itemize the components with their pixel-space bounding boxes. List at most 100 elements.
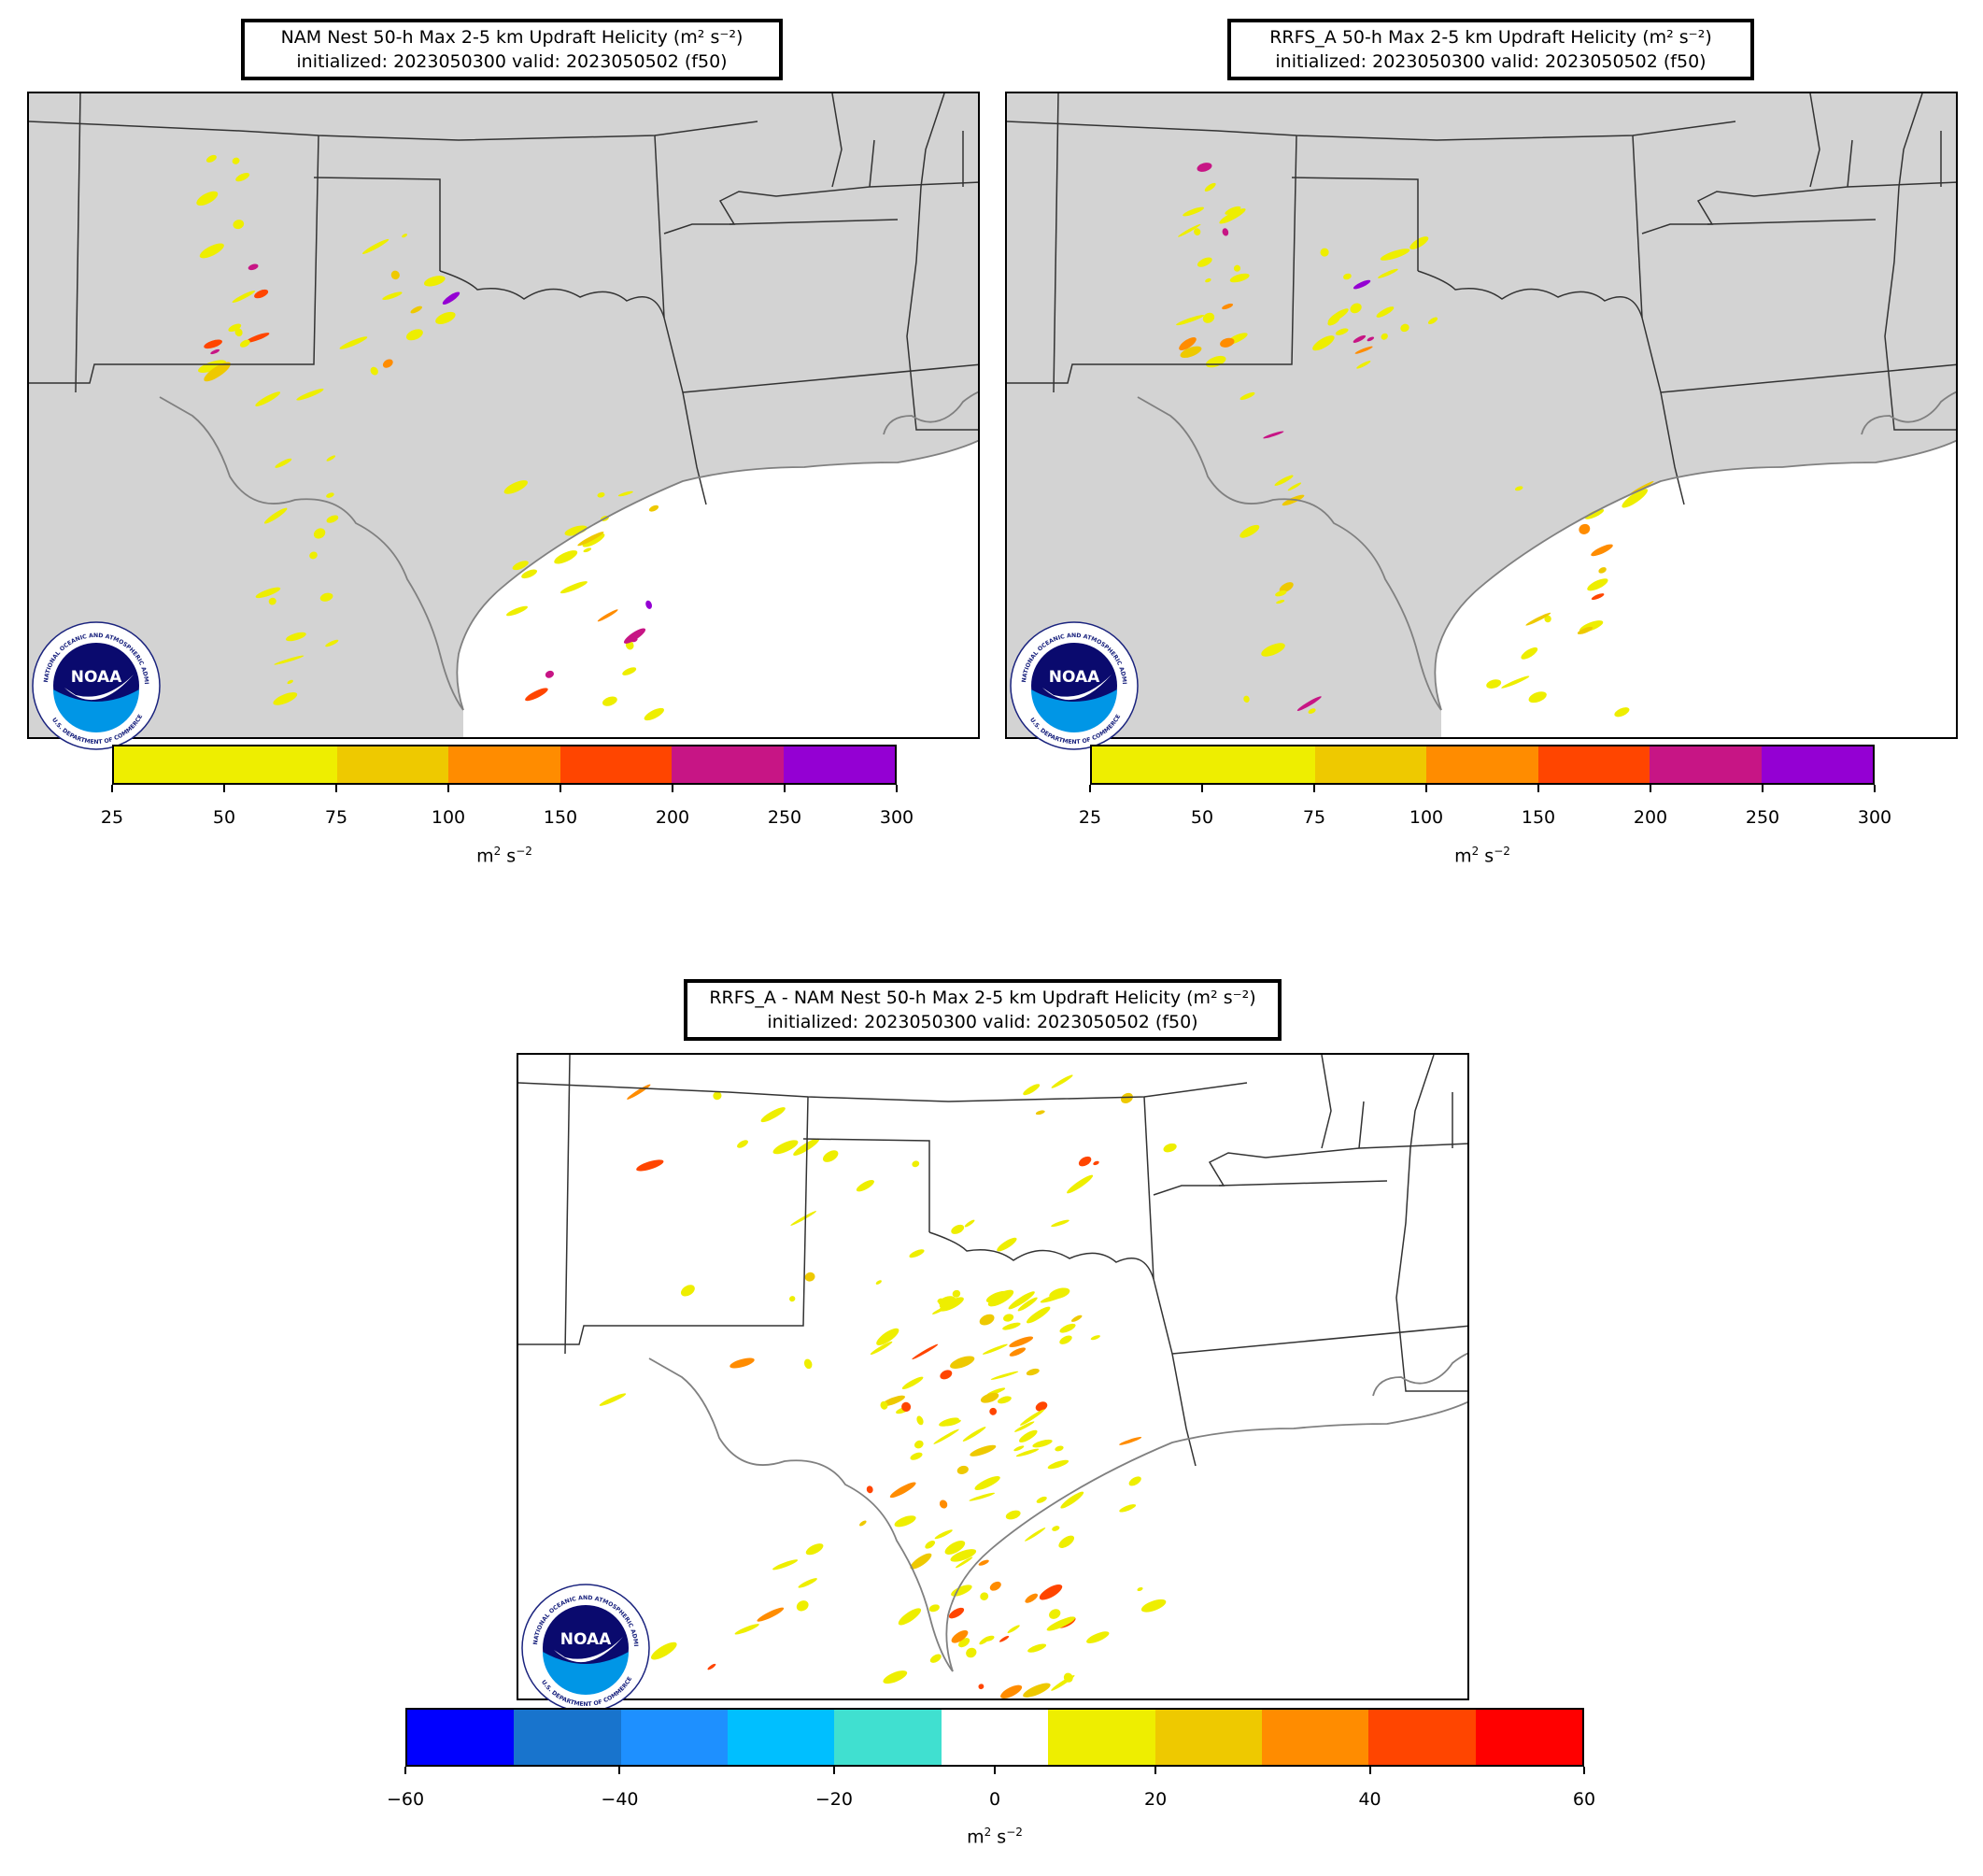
helicity-cell [948,1607,965,1619]
helicity-cell [997,1396,1012,1404]
helicity-cell [1312,335,1335,351]
helicity-cell [1007,1625,1020,1634]
state-border [1007,363,1166,384]
helicity-cell [597,609,618,622]
colorbar-diff [405,1708,1584,1767]
colorbar-tick-label: 40 [1358,1789,1381,1810]
helicity-cell [254,289,269,299]
helicity-cell [636,1159,664,1172]
helicity-cell [1528,691,1547,704]
helicity-cell [423,276,446,287]
helicity-cell [1380,249,1410,261]
map-rrfs [1005,92,1958,739]
helicity-cell [1090,1335,1100,1341]
helicity-cell [1356,361,1371,369]
colorbar-tick-mark [1368,1767,1371,1774]
state-border [1417,270,1643,319]
colorbar-segment [1761,746,1873,783]
helicity-cell [1381,333,1388,340]
helicity-cell [980,1392,999,1403]
colorbar-segment [1475,1710,1582,1765]
coastline-border [1434,439,1956,711]
helicity-cell [1005,1510,1021,1520]
helicity-cell [858,1520,867,1527]
svg-text:NOAA: NOAA [1049,668,1100,687]
state-border [1641,317,1685,505]
colorbar-units-nam: m2 s−2 [476,845,532,867]
helicity-cell [760,1107,786,1123]
helicity-cell [1205,277,1211,283]
helicity-cell [944,1541,966,1555]
helicity-cell [1035,1110,1045,1116]
helicity-cell [1197,257,1212,267]
helicity-cell [525,688,548,702]
helicity-cell [1400,323,1409,333]
title-line2: initialized: 2023050300 valid: 202305050… [1275,51,1707,72]
colorbar-segment [1426,746,1538,783]
helicity-cell [737,1140,748,1148]
colorbar-segment [1154,1710,1262,1765]
helicity-cell [1179,337,1197,350]
helicity-cell [1501,675,1530,689]
helicity-cell [228,323,242,333]
map-diff [517,1053,1469,1700]
helicity-cell [1019,1429,1038,1443]
helicity-cell [599,1393,627,1406]
helicity-cell [713,1091,722,1101]
state-border [518,1082,1248,1102]
helicity-cell [1128,1476,1141,1486]
title-line1: RRFS_A - NAM Nest 50-h Max 2-5 km Updraf… [709,988,1256,1008]
helicity-cell [1544,615,1551,623]
colorbar-tick-label: 25 [100,807,124,828]
helicity-cell [1008,1291,1035,1310]
colorbar-segment [559,746,673,783]
helicity-cell [199,243,224,259]
colorbar-segment [1203,746,1315,783]
helicity-cell [1577,626,1593,634]
helicity-cell [319,592,333,602]
helicity-cell [204,339,222,349]
coastline-border [883,391,978,435]
colorbar-segment [672,746,784,783]
helicity-cell [1051,1219,1069,1228]
helicity-cell [901,1401,912,1412]
helicity-cell [1378,268,1398,278]
helicity-cell [275,458,292,468]
helicity-cell [912,1343,939,1360]
state-border [1660,363,1956,393]
helicity-cell [296,389,324,401]
colorbar-tick-mark [1313,785,1315,792]
colorbar-segment [620,1710,729,1765]
colorbar-tick-mark [1874,785,1876,792]
helicity-cell [962,1427,986,1442]
helicity-cell [1078,1156,1092,1167]
state-border [677,1096,809,1327]
state-border [1321,1055,1332,1149]
helicity-cell [1025,1593,1039,1603]
state-border [906,93,978,431]
helicity-cell [1039,1584,1063,1600]
helicity-cell [1163,1143,1177,1153]
helicity-cell [956,1556,973,1569]
helicity-cell [969,1492,996,1501]
helicity-cell [232,291,255,303]
helicity-cell [939,1499,948,1509]
state-border [1395,1055,1467,1392]
colorbar-segment [448,746,560,783]
noaa-logo: NATIONAL OCEANIC AND ATMOSPHERIC ADMINIS… [1006,616,1140,755]
helicity-cell [274,655,305,665]
state-border [564,1055,571,1355]
helicity-cell [707,1663,716,1670]
colorbar-segment [1368,1710,1476,1765]
helicity-cell [1020,1409,1045,1426]
colorbar-tick-label: 250 [1745,807,1780,828]
helicity-cell [1287,482,1302,491]
helicity-cell [1202,312,1215,323]
state-border [729,219,899,225]
state-border [1291,177,1419,271]
state-border [831,93,843,188]
helicity-cell [978,1559,989,1566]
helicity-cell [1025,1528,1046,1542]
helicity-cell [622,667,637,675]
title-line1: RRFS_A 50-h Max 2-5 km Updraft Helicity … [1269,27,1712,48]
